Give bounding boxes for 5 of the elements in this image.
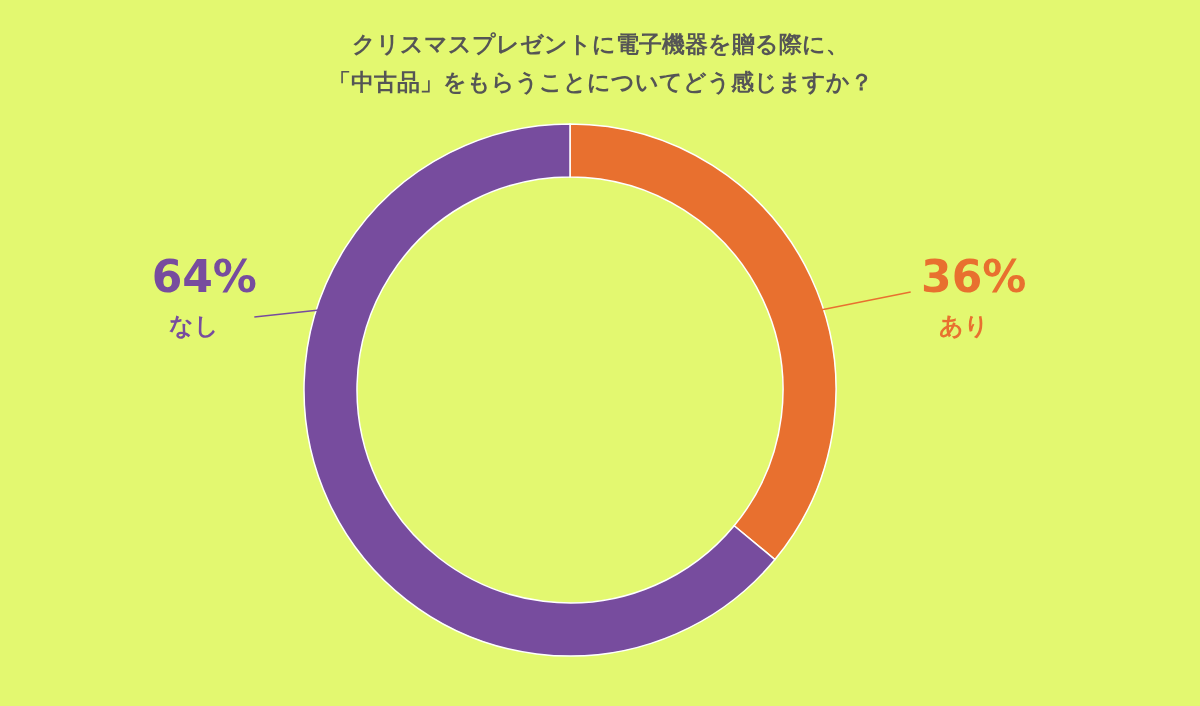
slice-label: なし	[169, 312, 220, 340]
data-label: 36%	[921, 251, 1027, 302]
chart-title: クリスマスプレゼントに電子機器を贈る際に、「中古品」をもらうことについてどう感じますか？	[327, 31, 873, 95]
slice-label: あり	[938, 312, 989, 340]
data-label: 64%	[151, 251, 257, 302]
